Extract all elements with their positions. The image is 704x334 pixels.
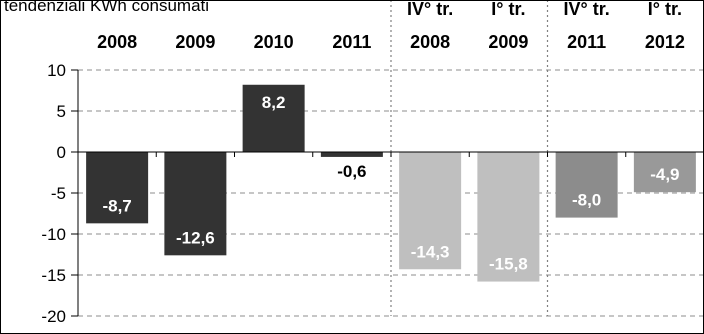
x-axis-labels: 2008 2009 2010 2011 2008 2009 2011 2012 xyxy=(97,32,685,52)
data-label: -12,6 xyxy=(176,228,215,247)
data-label: -0,6 xyxy=(337,162,366,181)
bars xyxy=(86,84,696,282)
data-label: 8,2 xyxy=(262,93,286,112)
group-header-label: IV° tr. xyxy=(564,0,610,19)
data-label: -4,9 xyxy=(650,165,679,184)
y-tick-label: -20 xyxy=(41,307,66,326)
x-tick-label: 2011 xyxy=(332,32,371,52)
bar xyxy=(399,152,462,270)
data-label: -15,8 xyxy=(489,255,528,274)
axes xyxy=(71,69,704,317)
bar xyxy=(86,152,149,224)
bar xyxy=(320,152,383,157)
x-tick-label: 2009 xyxy=(488,32,528,52)
bar xyxy=(555,152,618,218)
data-label: -8,7 xyxy=(102,196,131,215)
data-label: -8,0 xyxy=(572,191,601,210)
header-text: tendenziali KWh consumati xyxy=(4,0,209,15)
y-tick-label: 0 xyxy=(57,143,66,162)
x-tick-label: 2011 xyxy=(567,32,606,52)
group-header-label: I° tr. xyxy=(491,0,525,19)
bar xyxy=(477,152,540,282)
y-tick-label: -10 xyxy=(41,225,66,244)
data-label: -14,3 xyxy=(411,242,450,261)
y-tick-label: 5 xyxy=(57,102,66,121)
y-tick-label: -5 xyxy=(51,184,66,203)
group-header-label: IV° tr. xyxy=(407,0,453,19)
y-tick-label: 10 xyxy=(47,61,66,80)
y-axis-labels: 10 5 0 -5 -10 -15 -20 xyxy=(41,61,66,326)
x-tick-label: 2012 xyxy=(645,32,685,52)
group-header-label: I° tr. xyxy=(648,0,682,19)
x-tick-label: 2008 xyxy=(410,32,450,52)
bar xyxy=(164,152,227,256)
bar xyxy=(242,84,305,152)
x-tick-label: 2009 xyxy=(175,32,215,52)
group-headers: IV° tr. I° tr. IV° tr. I° tr. xyxy=(407,0,682,19)
x-tick-label: 2010 xyxy=(254,32,294,52)
y-tick-label: -15 xyxy=(41,266,66,285)
x-tick-label: 2008 xyxy=(97,32,137,52)
data-labels: -8,7 -12,6 8,2 -0,6 -14,3 -15,8 -8,0 -4,9 xyxy=(102,93,679,274)
bar xyxy=(633,152,696,193)
